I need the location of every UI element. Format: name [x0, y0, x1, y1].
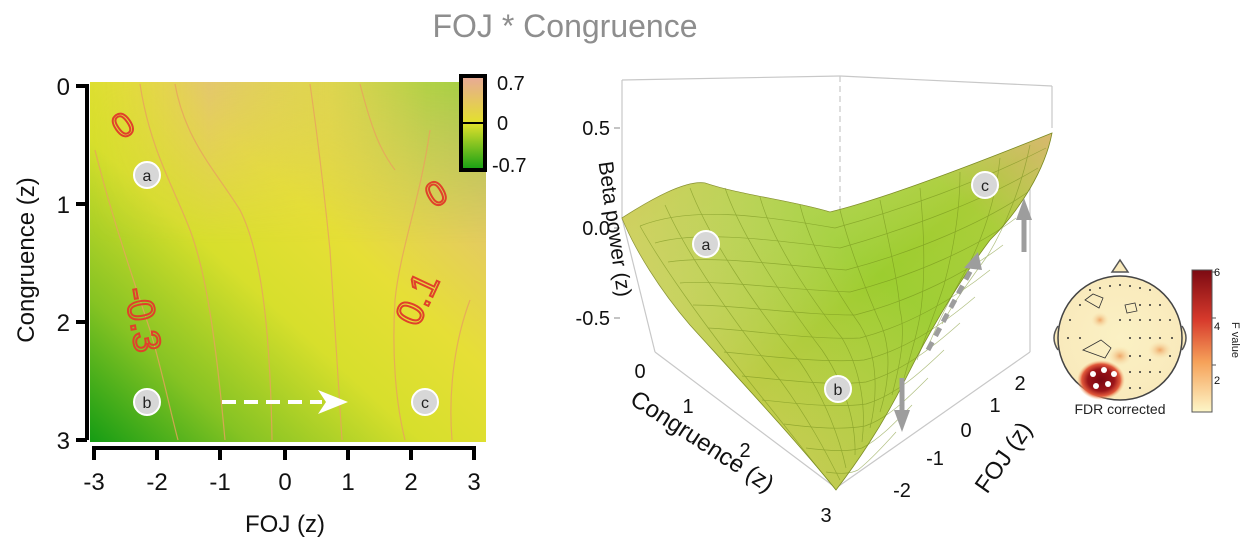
- heatmap-y-label: Congruence (z): [13, 177, 40, 342]
- x-tick-neg2: -2: [146, 469, 167, 496]
- colorbar-tick-mid: 0: [497, 113, 508, 135]
- heatmap-marker-a: a: [133, 161, 161, 189]
- y-tick-3: 3: [57, 428, 70, 455]
- cong-tick-3: 3: [820, 505, 831, 527]
- foj-tick-neg1: -1: [926, 448, 944, 470]
- topo-cb-tick-6: 6: [1214, 267, 1220, 279]
- surface-marker-a: a: [692, 230, 720, 258]
- foj-tick-neg2: -2: [893, 480, 911, 502]
- foj-tick-2: 2: [1014, 373, 1025, 395]
- heatmap-contours: [94, 83, 471, 441]
- foj-tick-0: 0: [960, 420, 971, 442]
- topomap-panel: FDR corrected 6 4 2 F value: [1053, 258, 1241, 417]
- topo-cb-tick-2: 2: [1214, 375, 1220, 387]
- heatmap-y-ticks: 0 1 2 3: [57, 74, 70, 455]
- colorbar-tick-high: 0.7: [497, 73, 525, 95]
- heatmap-marker-c: c: [411, 388, 439, 416]
- topomap-colorbar: 6 4 2 F value: [1191, 267, 1241, 413]
- surface-marker-b-label: b: [834, 382, 843, 399]
- x-tick-neg3: -3: [83, 469, 104, 496]
- heatmap-marker-b: b: [133, 388, 161, 416]
- heatmap-colorbar: 0.7 0 -0.7: [459, 73, 526, 177]
- marker-a-label: a: [143, 168, 152, 185]
- heatmap-top-tint: [90, 82, 486, 442]
- topomap-caption: FDR corrected: [1074, 401, 1165, 417]
- topo-cb-label: F value: [1229, 322, 1241, 358]
- heatmap-panel: 0 0 -0.3 0.1 a b c: [13, 73, 526, 538]
- surface-z-ticks: 0.5 0.0 -0.5: [576, 118, 620, 330]
- surface-box: [621, 75, 1053, 489]
- surface-marker-b: b: [824, 375, 852, 403]
- y-tick-2: 2: [57, 310, 70, 337]
- heatmap-dashed-arrow: [222, 390, 348, 414]
- z-tick-05: 0.5: [582, 118, 610, 140]
- surface-marker-c-label: c: [981, 178, 989, 195]
- marker-c-label: c: [421, 395, 429, 412]
- x-tick-1: 1: [341, 469, 354, 496]
- cong-tick-2: 2: [739, 440, 750, 462]
- heatmap-x-label: FOJ (z): [245, 511, 325, 538]
- x-tick-0: 0: [278, 469, 291, 496]
- heatmap-axes: [76, 84, 476, 460]
- z-tick-neg05: -0.5: [576, 308, 610, 330]
- foj-tick-1: 1: [989, 395, 1000, 417]
- cong-tick-0: 0: [634, 361, 645, 383]
- figure-title: FOJ * Congruence: [432, 8, 698, 44]
- surface-congruence-label: Congruence (z): [625, 385, 778, 498]
- colorbar-tick-low: -0.7: [492, 155, 526, 177]
- surface-foj-label: FOJ (z): [970, 417, 1038, 498]
- surface-panel: 0.5 0.0 -0.5 Beta power (z): [576, 75, 1053, 527]
- x-tick-2: 2: [404, 469, 417, 496]
- surface-congruence-ticks: 0 1 2 3: [634, 361, 831, 527]
- surface-marker-c: c: [971, 171, 999, 199]
- cong-tick-1: 1: [682, 396, 693, 418]
- surface-foj-ticks: -2 -1 0 1 2: [893, 373, 1025, 502]
- topo-cb-tick-4: 4: [1214, 321, 1220, 333]
- y-tick-0: 0: [57, 74, 70, 101]
- z-tick-00: 0.0: [582, 218, 610, 240]
- x-tick-neg1: -1: [209, 469, 230, 496]
- heatmap-x-ticks: -3 -2 -1 0 1 2 3: [83, 469, 480, 496]
- marker-b-label: b: [143, 395, 152, 412]
- y-tick-1: 1: [57, 192, 70, 219]
- surface-arrows: [894, 198, 1032, 432]
- head-outline: [1053, 258, 1187, 401]
- surface-marker-a-label: a: [702, 237, 711, 254]
- x-tick-3: 3: [467, 469, 480, 496]
